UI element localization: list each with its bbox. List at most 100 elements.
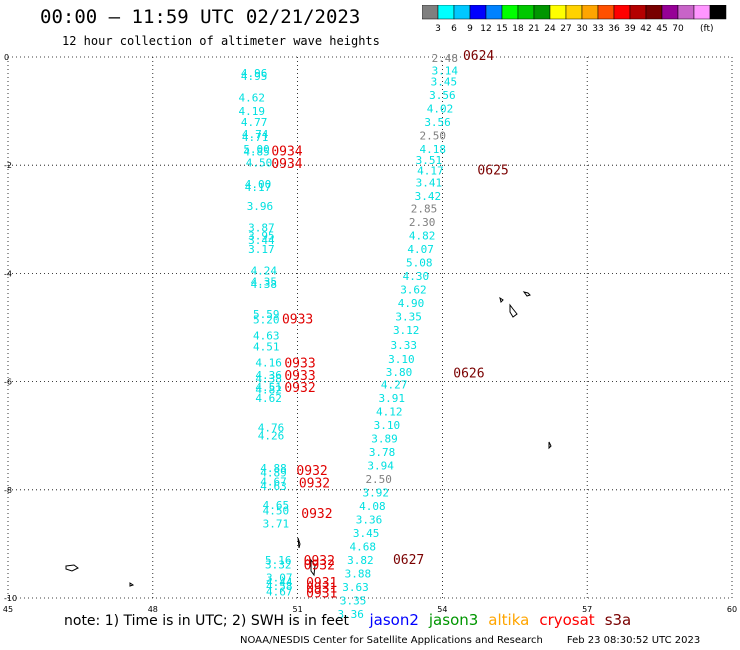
pass-time-label: 0933 xyxy=(282,312,313,327)
y-tick-label: -10 xyxy=(4,594,17,603)
x-tick-label: 51 xyxy=(293,605,303,614)
pass-time-label: 0934 xyxy=(271,157,302,172)
color-scale-label: 24 xyxy=(544,24,556,34)
wave-height-label: 5.59 xyxy=(253,308,280,321)
y-tick-label: -2 xyxy=(4,161,12,170)
island-outline xyxy=(499,296,504,303)
color-scale-label: 39 xyxy=(624,24,636,34)
satellite-name: altika xyxy=(488,611,530,629)
island-outline xyxy=(65,564,79,572)
color-scale-label: 42 xyxy=(640,24,651,34)
wave-height-label: 4.82 xyxy=(255,384,282,397)
wave-height-label: 3.33 xyxy=(391,339,418,352)
wave-height-label: 4.12 xyxy=(376,405,403,418)
wave-height-label: 4.17 xyxy=(417,165,444,178)
wave-height-label: 4.85 xyxy=(243,146,270,159)
wave-height-label: 4.02 xyxy=(427,102,454,115)
y-tick-label: -8 xyxy=(4,486,12,495)
timestamp: Feb 23 08:30:52 UTC 2023 xyxy=(566,635,701,646)
chart-subtitle: 12 hour collection of altimeter wave hei… xyxy=(62,34,380,48)
pass-time-label: 0932 xyxy=(296,464,327,479)
color-scale-label: 3 xyxy=(435,24,441,34)
satellite-legend: jason2 jason3 altika cryosat s3a xyxy=(369,611,641,629)
wave-height-label: 3.92 xyxy=(363,487,390,500)
x-tick-label: 54 xyxy=(437,605,447,614)
wave-height-label: 4.18 xyxy=(419,143,446,156)
pass-time-label: 0627 xyxy=(393,553,424,568)
wave-height-label: 3.35 xyxy=(340,595,367,608)
wave-height-label: 3.36 xyxy=(356,514,383,527)
color-scale-label: 33 xyxy=(592,24,603,34)
wave-height-label: 3.94 xyxy=(367,459,394,472)
color-scale-label: 9 xyxy=(467,24,473,34)
legend: note: 1) Time is in UTC; 2) SWH is in fe… xyxy=(64,611,641,629)
wave-height-label: 2.50 xyxy=(365,473,392,486)
wave-height-label: 3.44 xyxy=(248,234,275,247)
wave-height-label: 3.10 xyxy=(388,353,415,366)
wave-height-label: 3.36 xyxy=(337,608,364,621)
wave-height-label: 4.89 xyxy=(260,466,287,479)
wave-height-label: 4.16 xyxy=(255,357,282,370)
wave-height-label: 3.35 xyxy=(395,311,422,324)
satellite-name: cryosat xyxy=(539,611,595,629)
wave-height-label: 2.30 xyxy=(409,216,436,229)
wave-height-label: 4.63 xyxy=(253,330,280,343)
wave-height-label: 3.80 xyxy=(386,366,413,379)
wave-height-label: 3.51 xyxy=(416,154,443,167)
chart-title: 00:00 — 11:59 UTC 02/21/2023 xyxy=(40,6,361,28)
wave-height-label: 4.36 xyxy=(255,369,282,382)
wave-height-label: 3.17 xyxy=(248,243,275,256)
wave-height-label: 3.45 xyxy=(431,75,458,88)
x-tick-label: 60 xyxy=(727,605,737,614)
wave-height-label: 3.12 xyxy=(393,324,420,337)
pass-time-label: 0931 xyxy=(306,576,337,591)
wave-height-label: 3.56 xyxy=(429,89,456,102)
credit-text: NOAA/NESDIS Center for Satellite Applica… xyxy=(240,635,543,646)
wave-height-label: 4.62 xyxy=(238,92,265,105)
wave-height-label: 2.50 xyxy=(419,129,446,142)
wave-height-label: 4.74 xyxy=(242,128,269,141)
wave-height-label: 4.35 xyxy=(251,276,278,289)
wave-height-label: 4.67 xyxy=(266,586,293,599)
island-outline xyxy=(548,441,552,450)
legend-note: note: 1) Time is in UTC; 2) SWH is in fe… xyxy=(64,613,350,629)
wave-height-label: 4.50 xyxy=(263,504,290,517)
wave-height-label: 4.08 xyxy=(359,500,386,513)
color-scale-label: 70 xyxy=(672,24,684,34)
wave-height-label: 4.90 xyxy=(398,297,425,310)
pass-time-label: 0625 xyxy=(477,164,508,179)
island-outline xyxy=(522,291,531,297)
color-scale-label: 12 xyxy=(480,24,491,34)
satellite-name: jason2 xyxy=(369,611,419,629)
island-outline xyxy=(509,303,518,318)
wave-height-label: 4.50 xyxy=(246,156,273,169)
wave-height-label: 3.63 xyxy=(342,581,369,594)
wave-height-label: 2.85 xyxy=(411,202,438,215)
pass-time-label: 0933 xyxy=(284,357,315,372)
wave-height-label: 3.42 xyxy=(415,190,442,203)
pass-time-label: 0931 xyxy=(306,587,337,602)
wave-height-label: 4.38 xyxy=(255,372,282,385)
wave-height-label: 4.65 xyxy=(263,499,290,512)
wave-height-label: 5.08 xyxy=(406,257,433,270)
wave-height-label: 4.26 xyxy=(258,430,285,443)
island-outline xyxy=(297,537,301,549)
wave-height-label: 4.82 xyxy=(409,230,436,243)
color-scale-label: 21 xyxy=(528,24,539,34)
wave-height-label: 4.95 xyxy=(241,70,268,83)
y-tick-label: 0 xyxy=(4,53,9,62)
wave-height-label: 4.51 xyxy=(255,381,282,394)
x-tick-label: 45 xyxy=(3,605,13,614)
color-scale-label: 15 xyxy=(496,24,507,34)
wave-height-label: 4.51 xyxy=(253,340,280,353)
pass-time-label: 0932 xyxy=(304,554,335,569)
wave-height-label: 3.41 xyxy=(416,177,443,190)
satellite-name: jason3 xyxy=(428,611,479,629)
color-swatch xyxy=(709,5,727,20)
wave-height-label: 4.58 xyxy=(266,580,293,593)
satellite-name: s3a xyxy=(604,611,632,629)
wave-height-label: 4.19 xyxy=(238,105,265,118)
color-scale-bar: 3 6 9 12 15 18 21 24 27 30 33 36 39 42 45 70 (ft) xyxy=(422,5,727,34)
wave-height-label: 5.00 xyxy=(243,143,270,156)
